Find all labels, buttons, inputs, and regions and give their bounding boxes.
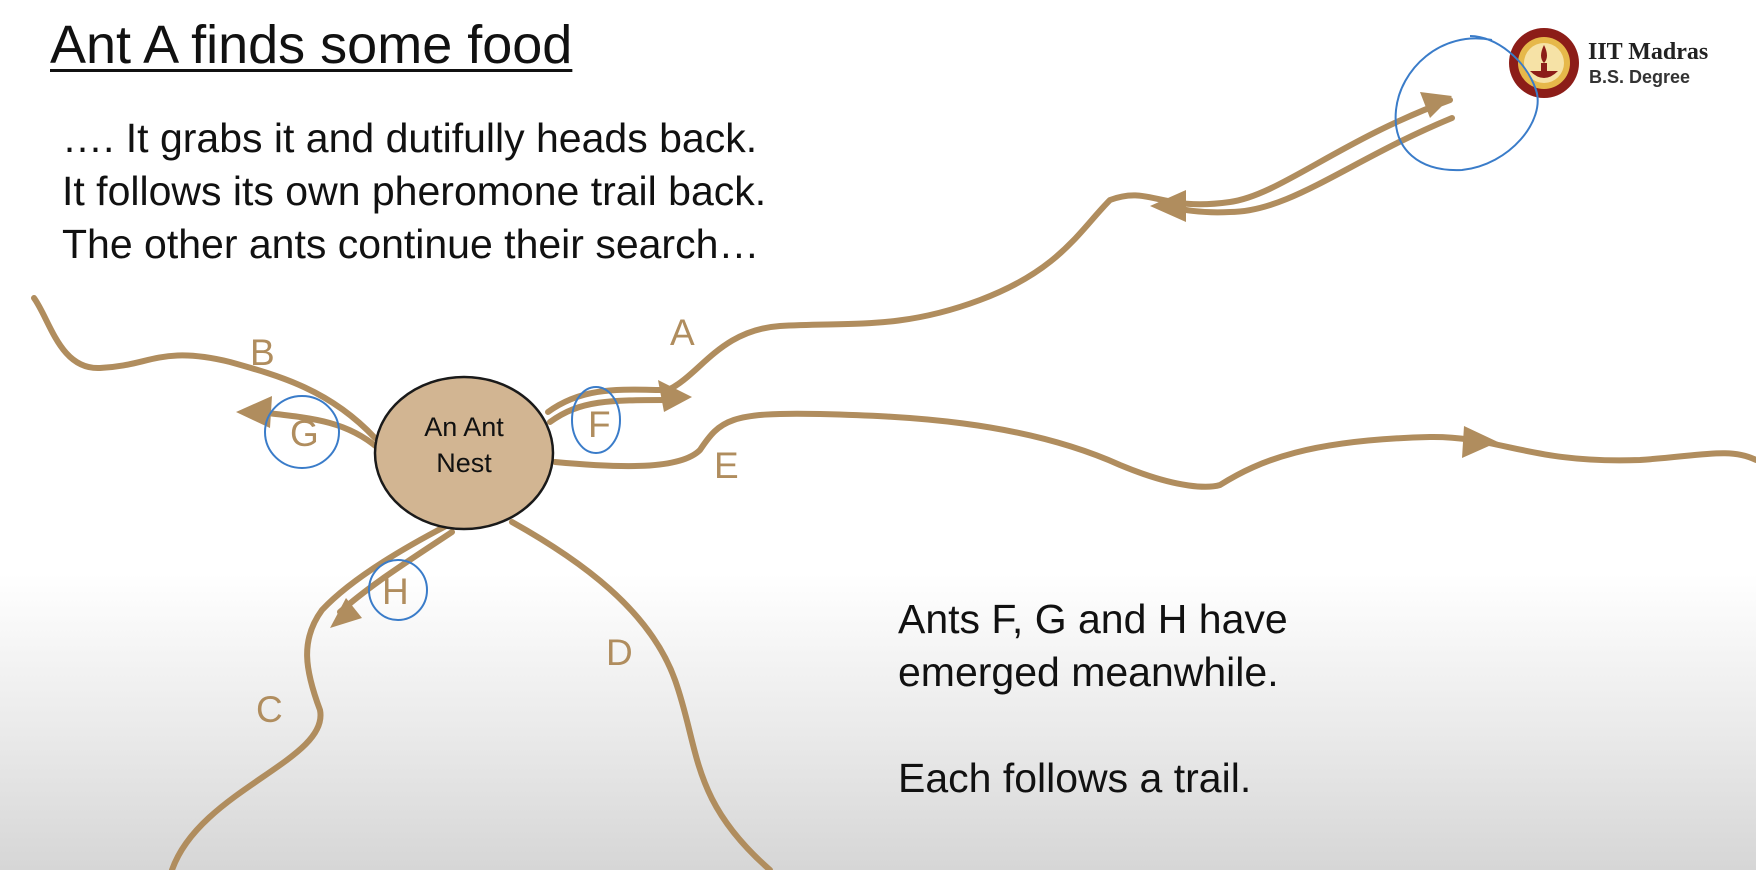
trail-label-c: C <box>256 689 283 730</box>
arrow-a-return <box>1150 190 1186 222</box>
nest-shape <box>373 375 555 531</box>
note-text: Ants F, G and H have emerged meanwhile. … <box>898 593 1288 805</box>
intro-line-1: …. It grabs it and dutifully heads back. <box>62 115 758 161</box>
trail-d <box>509 519 773 870</box>
trail-a <box>545 97 1453 415</box>
trail-e <box>552 410 1756 490</box>
food-circle <box>1394 35 1539 172</box>
intro-line-3: The other ants continue their search… <box>62 221 760 267</box>
ant-f-circle <box>571 386 621 454</box>
trail-c-return <box>337 529 455 615</box>
ant-labels: F G H <box>290 404 611 612</box>
trails <box>31 97 1756 870</box>
arrow-a-at-food <box>1420 92 1452 118</box>
intro-line-2: It follows its own pheromone trail back. <box>62 168 767 214</box>
brand-name: IIT Madras <box>1588 39 1709 65</box>
ant-label-g: G <box>290 413 319 454</box>
note-line-1: Ants F, G and H have <box>898 596 1288 642</box>
ant-g-circle <box>264 395 340 469</box>
arrow-e <box>1462 426 1498 458</box>
iit-madras-seal-icon <box>1509 28 1579 98</box>
intro-text: …. It grabs it and dutifully heads back.… <box>62 112 766 271</box>
annotation-circles <box>264 35 1539 621</box>
ant-label-h: H <box>382 571 409 612</box>
nest-label-line-2: Nest <box>436 448 492 478</box>
trail-c <box>169 523 449 870</box>
note-line-2: emerged meanwhile. <box>898 649 1279 695</box>
nest-label-line-1: An Ant <box>424 412 504 442</box>
trail-label-e: E <box>714 445 739 486</box>
note-line-3: Each follows a trail. <box>898 755 1252 801</box>
ant-h-circle <box>368 559 428 621</box>
trail-a-return <box>1157 115 1455 216</box>
trail-b-return <box>255 409 381 451</box>
page-title: Ant A finds some food <box>50 15 573 75</box>
trail-label-a: A <box>670 312 695 353</box>
ant-label-f: F <box>588 404 611 445</box>
trail-label-d: D <box>606 632 633 673</box>
arrow-b <box>236 396 272 428</box>
trail-arrowheads <box>236 92 1498 628</box>
trail-label-b: B <box>250 332 275 373</box>
nest: An Ant Nest <box>373 375 555 531</box>
brand-subtitle: B.S. Degree <box>1589 67 1691 87</box>
trail-a-return-near-nest <box>547 397 671 425</box>
trail-b <box>31 295 378 441</box>
brand-badge: IIT Madras B.S. Degree <box>1508 27 1726 103</box>
arrow-a-outbound <box>658 380 692 412</box>
arrow-c <box>330 598 362 628</box>
trail-labels: A B C D E <box>250 312 739 730</box>
